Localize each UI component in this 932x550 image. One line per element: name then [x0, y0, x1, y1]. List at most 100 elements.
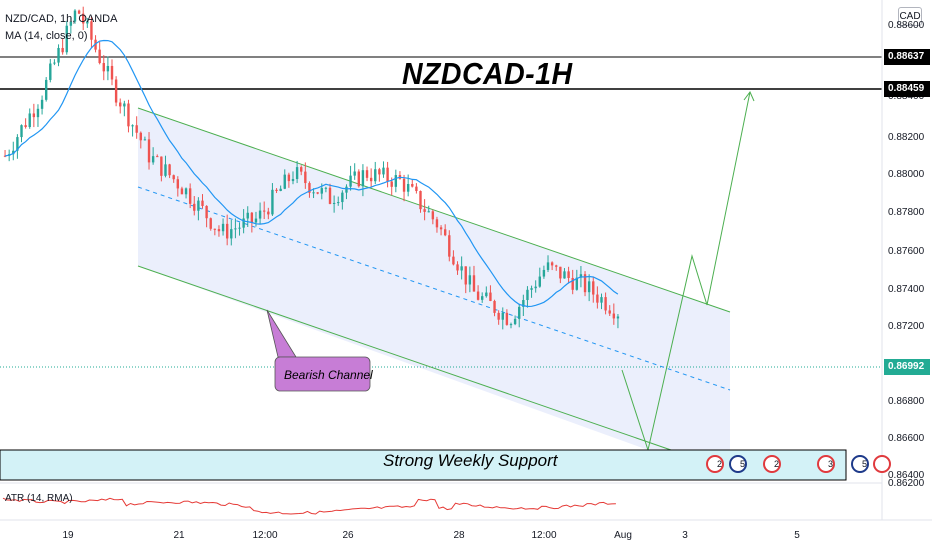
- event-icon[interactable]: [873, 455, 891, 473]
- candle-body: [341, 192, 344, 203]
- candle-body: [110, 65, 114, 80]
- candle-body: [575, 277, 579, 290]
- x-tick: 5: [794, 530, 800, 541]
- event-icon[interactable]: 5: [729, 455, 747, 473]
- projection-path[interactable]: [621, 91, 751, 452]
- candle-body: [275, 189, 278, 191]
- candle-body: [312, 192, 315, 194]
- x-tick: 21: [173, 530, 185, 541]
- candle-body: [353, 171, 356, 176]
- x-tick: 12:00: [252, 530, 278, 541]
- ma-indicator-label[interactable]: MA (14, close, 0): [5, 30, 88, 42]
- candle-body: [151, 156, 155, 163]
- candle-body: [452, 256, 455, 265]
- candle-body: [550, 262, 554, 266]
- candle-body: [258, 210, 262, 219]
- candle-body: [579, 274, 583, 278]
- candle-body: [497, 312, 500, 320]
- event-icon[interactable]: 2: [763, 455, 781, 473]
- candle-body: [82, 13, 85, 24]
- candle-body: [246, 212, 249, 219]
- candle-body: [386, 167, 389, 182]
- channel-mid-line[interactable]: [137, 186, 731, 391]
- candle-body: [431, 211, 435, 220]
- candle-body: [361, 170, 365, 187]
- x-tick: 26: [342, 530, 354, 541]
- candle-body: [225, 223, 229, 239]
- channel-upper-line[interactable]: [137, 107, 731, 313]
- candle-body: [476, 291, 480, 300]
- candle-body: [127, 103, 130, 127]
- channel-lower-line[interactable]: [137, 265, 701, 461]
- candle-body: [427, 211, 430, 213]
- candle-body: [345, 186, 348, 193]
- event-icon[interactable]: 3: [817, 455, 835, 473]
- candle-body: [448, 235, 451, 257]
- candle-body: [131, 125, 134, 127]
- event-icon[interactable]: 2: [706, 455, 724, 473]
- chart-title-annotation[interactable]: NZDCAD-1H: [402, 56, 573, 91]
- candle-body: [468, 275, 472, 285]
- candle-body: [443, 229, 447, 236]
- candle-body: [546, 262, 550, 270]
- candle-body: [119, 102, 122, 107]
- support-zone-label: Strong Weekly Support: [383, 451, 558, 470]
- candle-body: [567, 271, 570, 278]
- support-zone[interactable]: [0, 449, 847, 481]
- candle-body: [365, 170, 369, 178]
- currency-button[interactable]: CAD: [898, 7, 922, 26]
- candle-body: [501, 312, 504, 320]
- event-icon[interactable]: 5: [851, 455, 869, 473]
- x-tick: 28: [453, 530, 465, 541]
- candle-body: [411, 183, 414, 187]
- price-badge-88637: 0.88637: [884, 49, 930, 65]
- candle-body: [16, 137, 19, 151]
- candle-body: [600, 297, 603, 303]
- y-tick: 0.87400: [888, 284, 925, 295]
- candle-body: [320, 188, 323, 194]
- x-tick: 19: [62, 530, 74, 541]
- candle-body: [337, 202, 340, 204]
- candle-body: [160, 156, 163, 176]
- candle-body: [90, 21, 93, 40]
- candle-body: [456, 264, 459, 271]
- candle-body: [242, 218, 245, 228]
- candle-body: [530, 288, 533, 290]
- candle-body: [542, 269, 546, 277]
- y-tick: 0.88200: [888, 132, 925, 143]
- candle-body: [254, 218, 258, 223]
- candle-body: [205, 205, 208, 219]
- channel-fill: [138, 108, 730, 450]
- candle-body: [592, 281, 595, 295]
- candle-body: [176, 179, 180, 189]
- candle-body: [415, 186, 418, 192]
- candle-body: [197, 200, 200, 211]
- candle-body: [300, 167, 303, 172]
- atr-indicator-label[interactable]: ATR (14, RMA): [5, 493, 73, 504]
- candle-body: [86, 21, 89, 24]
- x-tick: 3: [682, 530, 688, 541]
- candle-body: [184, 188, 188, 195]
- y-tick: 0.86800: [888, 396, 925, 407]
- candle-body: [221, 223, 225, 232]
- candle-body: [522, 300, 525, 307]
- ma-line: [4, 39, 619, 308]
- candle-body: [36, 108, 40, 118]
- candle-body: [378, 169, 381, 175]
- x-tick: 12:00: [531, 530, 557, 541]
- candle-body: [464, 266, 467, 285]
- candle-body: [147, 139, 151, 163]
- callout-box[interactable]: [274, 356, 371, 392]
- candle-body: [571, 277, 574, 290]
- candle-body: [57, 47, 60, 63]
- candle-body: [402, 178, 406, 192]
- candle-body: [98, 49, 101, 64]
- y-tick: 0.87200: [888, 321, 925, 332]
- candle-body: [102, 63, 105, 72]
- candle-body: [180, 188, 184, 195]
- candle-body: [44, 79, 48, 100]
- candle-body: [40, 99, 44, 109]
- projection-arrowhead: [743, 91, 755, 102]
- candle-body: [28, 113, 31, 127]
